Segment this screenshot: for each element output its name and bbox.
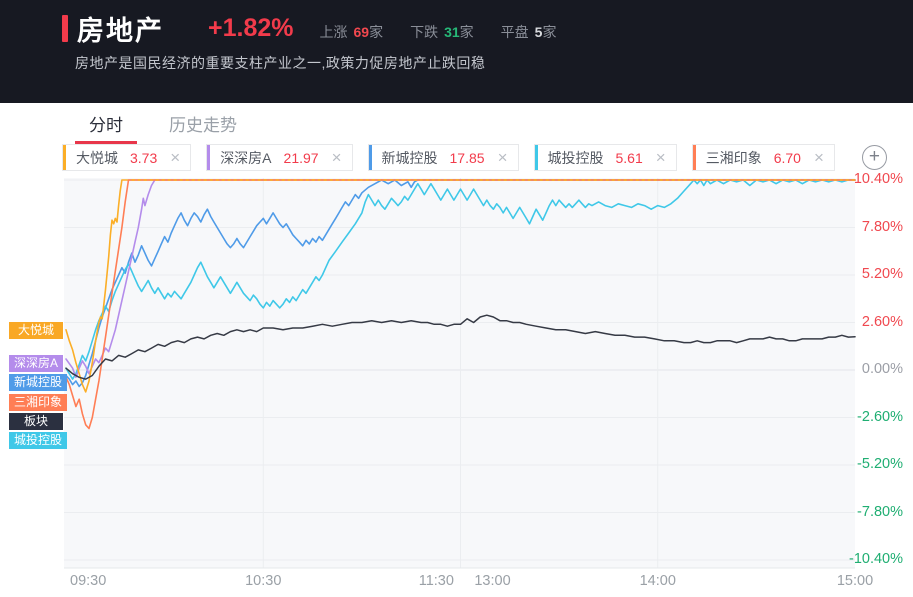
page-title: 房地产 <box>77 15 164 46</box>
y-axis-label: 2.60% <box>861 313 903 330</box>
header: 房地产 +1.82% 上涨 69家 下跌 31家 平盘 5家 房地产是国民经济的重要支柱产… <box>0 0 913 103</box>
x-axis-label: 14:00 <box>639 573 676 589</box>
sector-change: +1.82% <box>208 13 294 42</box>
x-axis-label: 10:30 <box>245 573 282 589</box>
stock-chip-list: 大悦城 3.73 × 深深房A 21.97 × 新城控股 17.85 × 城投控股 5.61 × 三湘印… <box>62 144 850 171</box>
x-axis-label: 11:30 <box>418 573 454 589</box>
stock-chip-2[interactable]: 深深房A 21.97 × <box>206 144 353 171</box>
stat-down: 下跌 31家 <box>410 23 474 40</box>
series-tag-1: 大悦城 <box>9 322 63 339</box>
x-axis-label: 15:00 <box>836 573 874 589</box>
remove-stock-icon[interactable]: × <box>813 148 824 167</box>
chip-stock-price: 6.70 <box>773 149 801 166</box>
chip-stock-name: 三湘印象 <box>705 149 762 166</box>
y-axis-label: 7.80% <box>861 218 903 235</box>
series-tag-6: 城投控股 <box>9 432 68 449</box>
series-tag-4: 三湘印象 <box>9 394 68 411</box>
y-axis-label: -7.80% <box>857 503 903 520</box>
title-accent-bar <box>62 14 68 42</box>
tab-history[interactable]: 历史走势 <box>169 116 237 135</box>
remove-stock-icon[interactable]: × <box>497 148 508 167</box>
y-axis-label: 0.00% <box>861 361 903 377</box>
chart-canvas <box>64 178 856 569</box>
chip-stock-price: 17.85 <box>449 149 485 166</box>
y-axis-label: 10.40% <box>853 171 903 187</box>
series-tag-5: 板块 <box>9 413 63 430</box>
series-tag-2: 深深房A <box>9 355 64 372</box>
chip-stock-name: 大悦城 <box>76 149 118 166</box>
chip-color-bar <box>207 145 211 170</box>
tab-intraday[interactable]: 分时 <box>86 103 126 144</box>
stock-chip-1[interactable]: 大悦城 3.73 × <box>62 144 192 171</box>
y-axis-label: -5.20% <box>857 456 903 472</box>
x-axis-label: 09:30 <box>70 573 107 589</box>
y-axis-label: -2.60% <box>857 408 903 425</box>
chip-stock-price: 3.73 <box>130 149 158 166</box>
chip-stock-price: 5.61 <box>615 149 643 166</box>
stock-chip-4[interactable]: 城投控股 5.61 × <box>533 144 677 171</box>
chip-stock-name: 深深房A <box>220 149 272 166</box>
y-axis-label: 5.20% <box>861 266 903 282</box>
chip-color-bar <box>692 145 696 170</box>
tab-bar: 分时 历史走势 <box>0 103 913 144</box>
title-row: 房地产 +1.82% 上涨 69家 下跌 31家 平盘 5家 <box>62 8 556 48</box>
chip-color-bar <box>534 145 538 170</box>
chip-stock-price: 21.97 <box>283 149 319 166</box>
remove-stock-icon[interactable]: × <box>331 148 342 167</box>
sector-description: 房地产是国民经济的重要支柱产业之一,政策力促房地产止跌回稳 <box>75 55 486 71</box>
intraday-chart: 10.40% 7.80% 5.20% 2.60% 0.00% -2.60% -5.20% -7… <box>0 171 913 597</box>
stock-chip-3[interactable]: 新城控股 17.85 × <box>367 144 519 171</box>
remove-stock-icon[interactable]: × <box>170 148 181 167</box>
add-stock-button[interactable]: + <box>861 145 887 170</box>
chip-stock-name: 城投控股 <box>547 149 604 166</box>
chip-color-bar <box>368 145 372 170</box>
stat-flat: 平盘 5家 <box>500 23 557 40</box>
remove-stock-icon[interactable]: × <box>655 148 666 167</box>
chip-stock-name: 新城控股 <box>381 149 438 166</box>
plus-icon: + <box>868 145 880 167</box>
market-stats: 上涨 69家 下跌 31家 平盘 5家 <box>320 22 557 42</box>
x-axis-label: 13:00 <box>474 573 511 589</box>
stock-chip-row: 大悦城 3.73 × 深深房A 21.97 × 新城控股 17.85 × 城投控股 5.61 × 三湘印… <box>62 144 913 171</box>
stock-chip-5[interactable]: 三湘印象 6.70 × <box>691 144 835 171</box>
stat-up: 上涨 69家 <box>319 23 384 40</box>
y-axis-label: -10.40% <box>848 551 903 567</box>
chip-color-bar <box>63 145 66 170</box>
series-tag-3: 新城控股 <box>9 374 68 391</box>
